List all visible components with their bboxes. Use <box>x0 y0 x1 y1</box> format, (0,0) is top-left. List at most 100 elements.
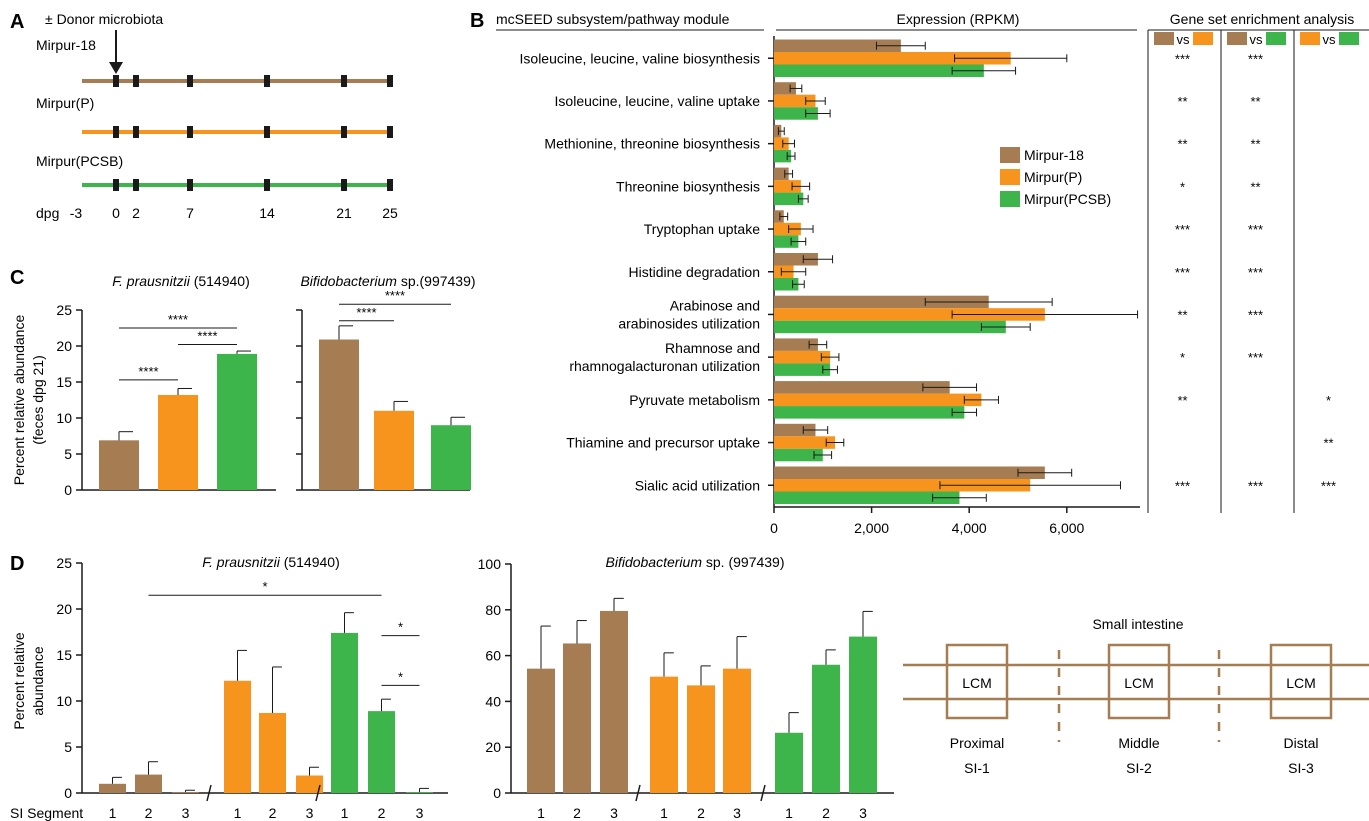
small-intestine-diagram: Small intestine LCM Proximal SI-1 LCM Middle… <box>903 616 1369 776</box>
segment-label: 1 <box>660 805 668 821</box>
bar-mirpur-p- <box>687 685 715 793</box>
day-label: 2 <box>132 205 140 221</box>
legend-label: Mirpur(PCSB) <box>1024 191 1111 207</box>
bar-mirpur-18 <box>527 668 555 793</box>
day-label: 0 <box>112 205 120 221</box>
y-axis-title: Percent relative abundance (feces dpg 21) <box>11 315 46 486</box>
y-tick-label: 20 <box>56 601 72 617</box>
segment-code: SI-2 <box>1126 760 1152 776</box>
bar-mirpur-p- <box>158 394 198 490</box>
title-species: Bifidobacterium <box>300 273 397 289</box>
gsea-swatch <box>1266 32 1286 45</box>
bar-mirpur-p- <box>224 680 251 793</box>
bar-mirpur-18 <box>135 774 162 793</box>
segment-label: 3 <box>306 805 314 821</box>
timepoint-tick <box>387 179 393 191</box>
bar-mirpur-p- <box>723 668 751 793</box>
bar-mirpur-p- <box>774 393 982 407</box>
x-tick-label: 4,000 <box>952 520 987 536</box>
day-labels: -3 0 2 7 14 21 25 <box>70 205 398 221</box>
bar-mirpur-p- <box>774 137 789 150</box>
segment-code: SI-1 <box>964 760 990 776</box>
timepoint-tick <box>133 75 139 87</box>
y-tick-label: 0 <box>64 785 72 801</box>
gsea-significance: *** <box>1248 51 1263 66</box>
bar-mirpur-p- <box>774 222 801 236</box>
gsea-vs: vs <box>1250 32 1264 47</box>
gsea-significance: ** <box>1177 307 1187 322</box>
bar-mirpur-pcsb- <box>774 320 1006 334</box>
category-label: Thiamine and precursor uptake <box>566 435 760 451</box>
significance-label: **** <box>385 288 405 303</box>
abundance-feces-charts: Percent relative abundance (feces dpg 21)… <box>11 273 476 498</box>
gsea-significance: ** <box>1177 393 1187 408</box>
bar-mirpur-18 <box>99 783 126 793</box>
bar-mirpur-pcsb- <box>774 107 818 120</box>
category-label: Rhamnose and <box>665 340 760 356</box>
lcm-label: LCM <box>962 675 992 691</box>
chart-title: F. prausnitzii (514940) <box>202 554 340 570</box>
y-tick-label: 15 <box>56 374 72 390</box>
bar-mirpur-18 <box>774 210 784 223</box>
category-label: arabinosides utilization <box>618 315 760 331</box>
segment-label: 3 <box>610 805 618 821</box>
gsea-significance: *** <box>1175 478 1190 493</box>
x-tick-label: 6,000 <box>1049 520 1084 536</box>
bar-mirpur-pcsb- <box>406 792 433 793</box>
bar-mirpur-p- <box>374 410 414 490</box>
gsea-significance: * <box>1180 350 1185 365</box>
lcm-box <box>1107 643 1171 720</box>
y-axis-title: Percent relative abundance <box>11 632 46 729</box>
gsea-significance: ** <box>1177 94 1187 109</box>
donor-arrowhead <box>109 62 123 74</box>
category-label: Histidine degradation <box>628 264 760 280</box>
segment-label: 1 <box>537 805 545 821</box>
y-tick-label: 0 <box>64 482 72 498</box>
bar-mirpur-18 <box>774 253 818 266</box>
y-axis-title-line: Percent relative <box>11 632 27 729</box>
segment-label: 2 <box>697 805 705 821</box>
significance-label: **** <box>197 329 217 344</box>
y-tick-label: 25 <box>56 555 72 571</box>
bar-mirpur-18 <box>774 423 816 437</box>
y-tick-label: 5 <box>64 739 72 755</box>
bar-mirpur-18 <box>774 466 1045 479</box>
y-axis-title-line: abundance <box>30 646 46 716</box>
y-tick-label: 10 <box>56 693 72 709</box>
category-label: Isoleucine, leucine, valine biosynthesis <box>520 50 760 66</box>
panel-label-b: B <box>470 10 484 32</box>
gsea-significance: ** <box>1177 137 1187 152</box>
donor-header: ± Donor microbiota <box>45 11 163 27</box>
category-label: Pyruvate metabolism <box>629 392 760 408</box>
expression-title: Expression (RPKM) <box>897 11 1020 27</box>
segment-label: 1 <box>234 805 242 821</box>
category-label: Methionine, threonine biosynthesis <box>544 136 760 152</box>
timepoint-tick <box>187 179 193 191</box>
segment-label: 3 <box>859 805 867 821</box>
bar-mirpur-pcsb- <box>774 192 804 206</box>
bar-mirpur-18 <box>774 338 818 351</box>
y-tick-label: 40 <box>485 693 501 709</box>
bar-mirpur-pcsb- <box>217 353 257 490</box>
category-label: Sialic acid utilization <box>635 477 760 493</box>
segment-name: Middle <box>1118 735 1159 751</box>
segment-name: Distal <box>1283 735 1318 751</box>
bar-mirpur-p- <box>774 479 1031 492</box>
gsea-swatch <box>1154 32 1174 45</box>
gsea-significance: ** <box>1323 436 1333 451</box>
axis-break <box>760 784 766 802</box>
y-tick-label: 60 <box>485 648 501 664</box>
timepoint-tick <box>113 126 119 138</box>
gsea-significance: *** <box>1175 51 1190 66</box>
timepoint-tick <box>187 75 193 87</box>
si-fprausnitzii-chart: 0 5 10 15 20 25 Percent relative abundance F. pr… <box>10 554 448 821</box>
category-label: Tryptophan uptake <box>644 221 760 237</box>
bar-mirpur-pcsb- <box>774 235 799 248</box>
category-label: rhamnogalacturonan utilization <box>569 358 760 374</box>
timepoint-tick <box>264 179 270 191</box>
segment-label: 2 <box>573 805 581 821</box>
title-strain: (514940) <box>190 273 250 289</box>
lcm-box <box>945 643 1009 720</box>
